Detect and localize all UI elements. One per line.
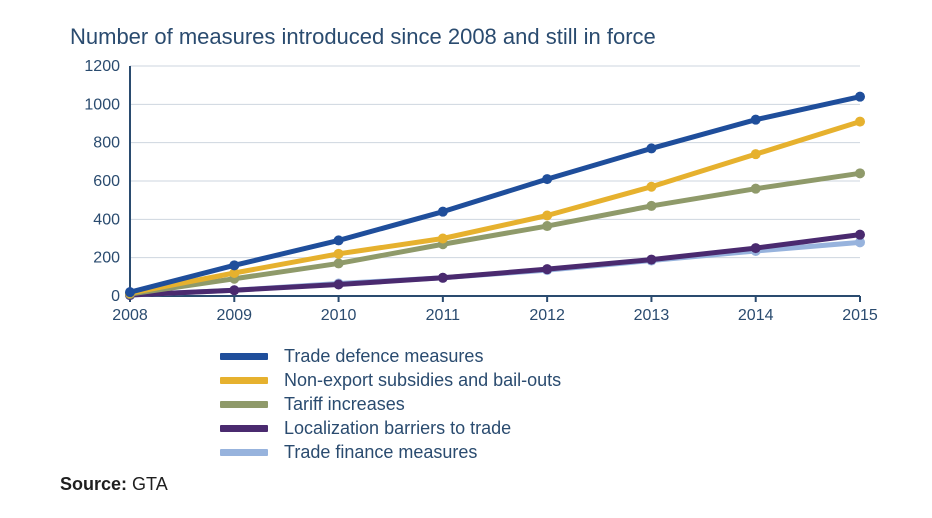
legend-item-non_export_subsidies: Non-export subsidies and bail-outs [220,368,892,392]
y-tick-label: 600 [93,173,120,190]
series-marker-trade_defence [855,92,865,102]
legend-item-tariff_increases: Tariff increases [220,392,892,416]
x-tick-label: 2008 [112,307,148,324]
legend-swatch [220,449,268,456]
line-chart-svg: 0 200 400 600 800 1000 1200 2008 2009 2010 2011 201… [60,56,880,336]
series-marker-non_export_subsidies [646,182,656,192]
series-marker-non_export_subsidies [334,249,344,259]
legend: Trade defence measures Non-export subsidi… [220,344,892,464]
legend-swatch [220,401,268,408]
series-marker-localization_barriers [229,285,239,295]
x-tick-label: 2013 [634,307,670,324]
y-tick-label: 200 [93,250,120,267]
series-marker-trade_defence [438,207,448,217]
series-marker-trade_defence [751,115,761,125]
source-value: GTA [132,474,168,494]
series-marker-localization_barriers [855,230,865,240]
y-tick-label: 0 [111,288,120,305]
series-marker-localization_barriers [334,280,344,290]
legend-label: Localization barriers to trade [284,418,511,439]
x-tick-label: 2009 [216,307,252,324]
chart-area: 0 200 400 600 800 1000 1200 2008 2009 2010 2011 201… [60,56,880,336]
legend-item-localization_barriers: Localization barriers to trade [220,416,892,440]
source-line: Source: GTA [60,474,892,495]
y-tick-label: 800 [93,135,120,152]
legend-label: Trade defence measures [284,346,483,367]
series-marker-trade_defence [229,260,239,270]
series-marker-non_export_subsidies [542,211,552,221]
y-tick-label: 1200 [84,58,120,75]
x-tick-label: 2014 [738,307,774,324]
x-tick-label: 2010 [321,307,357,324]
x-tick-label: 2015 [842,307,878,324]
chart-title: Number of measures introduced since 2008… [70,24,892,50]
y-tick-label: 1000 [84,96,120,113]
x-tick-label: 2011 [426,307,461,324]
legend-swatch [220,425,268,432]
series-marker-localization_barriers [542,264,552,274]
series-marker-tariff_increases [646,201,656,211]
legend-item-trade_finance: Trade finance measures [220,440,892,464]
series-marker-localization_barriers [438,273,448,283]
legend-label: Trade finance measures [284,442,477,463]
series-marker-tariff_increases [542,221,552,231]
series-marker-trade_defence [542,174,552,184]
source-label: Source: [60,474,127,494]
y-tick-label: 400 [93,211,120,228]
legend-swatch [220,377,268,384]
series-marker-trade_defence [125,287,135,297]
series-marker-tariff_increases [751,184,761,194]
series-marker-tariff_increases [855,168,865,178]
legend-item-trade_defence: Trade defence measures [220,344,892,368]
series-marker-localization_barriers [751,243,761,253]
series-marker-non_export_subsidies [751,149,761,159]
legend-label: Non-export subsidies and bail-outs [284,370,561,391]
series-marker-trade_defence [646,143,656,153]
series-marker-localization_barriers [646,255,656,265]
series-marker-non_export_subsidies [438,234,448,244]
series-marker-tariff_increases [334,258,344,268]
legend-label: Tariff increases [284,394,405,415]
series-marker-trade_defence [334,235,344,245]
x-tick-label: 2012 [529,307,565,324]
legend-swatch [220,353,268,360]
series-marker-non_export_subsidies [855,117,865,127]
